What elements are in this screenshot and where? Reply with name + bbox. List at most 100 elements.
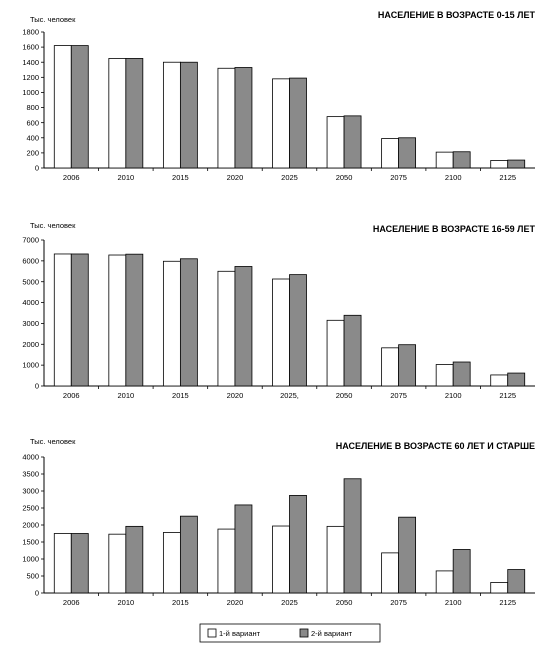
legend-box (199, 623, 381, 643)
y-tick-label: 800 (26, 103, 39, 112)
y-tick-label: 400 (26, 133, 39, 142)
x-tick-label: 2050 (336, 173, 353, 182)
y-tick-label: 1000 (22, 88, 39, 97)
bar-series-1 (53, 253, 72, 387)
y-tick-label: 1600 (22, 43, 39, 52)
y-tick-label: 3500 (22, 470, 39, 479)
bar-series-1 (162, 260, 181, 387)
y-tick-label: 1000 (22, 555, 39, 564)
bar-series-1 (162, 61, 181, 169)
bar-series-2 (452, 361, 471, 387)
y-tick-label: 2000 (22, 340, 39, 349)
bar-series-2 (398, 137, 417, 169)
y-tick-label: 7000 (22, 236, 39, 245)
bar-series-2 (289, 274, 307, 387)
bar-series-2 (125, 253, 144, 387)
legend-label-series-2: 2-й вариант (311, 629, 353, 638)
y-tick-label: 1400 (22, 58, 39, 67)
bar-series-2 (179, 61, 198, 169)
bar-series-2 (234, 266, 253, 387)
bar-series-1 (381, 552, 400, 594)
bar-series-2 (507, 372, 526, 387)
y-tick-label: 2000 (22, 521, 39, 530)
x-tick-label: 2010 (117, 173, 134, 182)
y-tick-label: 1200 (22, 73, 39, 82)
legend-swatch-series-1 (207, 628, 217, 638)
chart-1: НАСЕЛЕНИЕ В ВОЗРАСТЕ 0-15 ЛЕТ Тыс. челове… (22, 10, 535, 182)
bar-series-2 (179, 515, 198, 594)
x-tick-label: 2010 (117, 598, 134, 607)
bar-series-2 (343, 314, 362, 387)
bar-series-2 (507, 159, 526, 169)
bar-series-1 (217, 270, 236, 387)
bar-series-2 (343, 115, 362, 169)
bar-series-1 (162, 532, 181, 594)
bar-series-2 (343, 478, 362, 594)
bar-series-1 (217, 528, 236, 594)
x-tick-label: 2125 (499, 391, 516, 400)
x-tick-label: 2025 (281, 173, 298, 182)
bar-series-1 (490, 160, 509, 169)
bar-series-2 (234, 67, 253, 169)
bar-series-2 (452, 151, 471, 169)
bar-series-2 (70, 253, 89, 387)
y-axis-label: Тыс. человек (30, 437, 76, 446)
x-tick-label: 2015 (172, 173, 189, 182)
y-tick-label: 2500 (22, 504, 39, 513)
bar-series-1 (272, 78, 290, 169)
y-tick-label: 0 (35, 589, 39, 598)
y-tick-label: 3000 (22, 487, 39, 496)
bar-series-1 (435, 364, 454, 387)
y-tick-label: 6000 (22, 256, 39, 265)
x-tick-label: 2025, (280, 391, 299, 400)
bar-series-2 (398, 516, 417, 594)
x-tick-label: 2006 (63, 391, 80, 400)
x-tick-label: 2020 (227, 173, 244, 182)
x-tick-label: 2006 (63, 598, 80, 607)
bar-series-2 (179, 258, 198, 387)
y-tick-label: 1000 (22, 361, 39, 370)
x-tick-label: 2020 (227, 391, 244, 400)
x-tick-label: 2075 (390, 391, 407, 400)
x-tick-label: 2010 (117, 391, 134, 400)
bar-series-1 (272, 278, 290, 387)
bar-series-2 (70, 533, 89, 594)
y-tick-label: 0 (35, 382, 39, 391)
x-tick-label: 2006 (63, 173, 80, 182)
legend: 1-й вариант 2-й вариант (199, 623, 381, 643)
x-tick-label: 2100 (445, 173, 462, 182)
legend-label-series-1: 1-й вариант (219, 629, 261, 638)
y-axis-label: Тыс. человек (30, 15, 76, 24)
bar-series-1 (108, 533, 127, 594)
bar-series-2 (125, 58, 144, 169)
y-axis-label: Тыс. человек (30, 221, 76, 230)
y-tick-label: 0 (35, 164, 39, 173)
x-tick-label: 2100 (445, 391, 462, 400)
bar-series-2 (289, 77, 307, 169)
bar-series-1 (108, 254, 127, 387)
x-tick-label: 2125 (499, 598, 516, 607)
y-tick-label: 5000 (22, 277, 39, 286)
bar-series-2 (289, 495, 307, 594)
bar-series-1 (326, 319, 345, 387)
chart-3: НАСЕЛЕНИЕ В ВОЗРАСТЕ 60 ЛЕТ И СТАРШЕ Тыс.… (22, 437, 535, 607)
bar-series-1 (490, 582, 509, 594)
bar-series-1 (381, 138, 400, 169)
bar-series-1 (53, 45, 72, 169)
bar-series-2 (452, 549, 471, 594)
x-tick-label: 2050 (336, 598, 353, 607)
bar-series-1 (435, 570, 454, 594)
bar-series-1 (217, 67, 236, 169)
chart-title: НАСЕЛЕНИЕ В ВОЗРАСТЕ 16-59 ЛЕТ (373, 224, 536, 234)
x-tick-label: 2015 (172, 598, 189, 607)
y-tick-label: 600 (26, 118, 39, 127)
bar-series-1 (435, 151, 454, 169)
x-tick-label: 2075 (390, 173, 407, 182)
bar-series-2 (398, 344, 417, 387)
bar-series-2 (125, 525, 144, 594)
y-tick-label: 200 (26, 148, 39, 157)
x-tick-label: 2020 (227, 598, 244, 607)
x-tick-label: 2050 (336, 391, 353, 400)
y-tick-label: 1500 (22, 538, 39, 547)
